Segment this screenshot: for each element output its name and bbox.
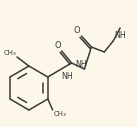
Text: CH₃: CH₃ [3,50,16,56]
Text: NH: NH [62,72,73,81]
Text: NH: NH [75,60,87,69]
Text: O: O [54,41,61,50]
Text: NH: NH [114,31,126,40]
Text: CH₃: CH₃ [54,111,66,117]
Text: O: O [74,26,80,35]
